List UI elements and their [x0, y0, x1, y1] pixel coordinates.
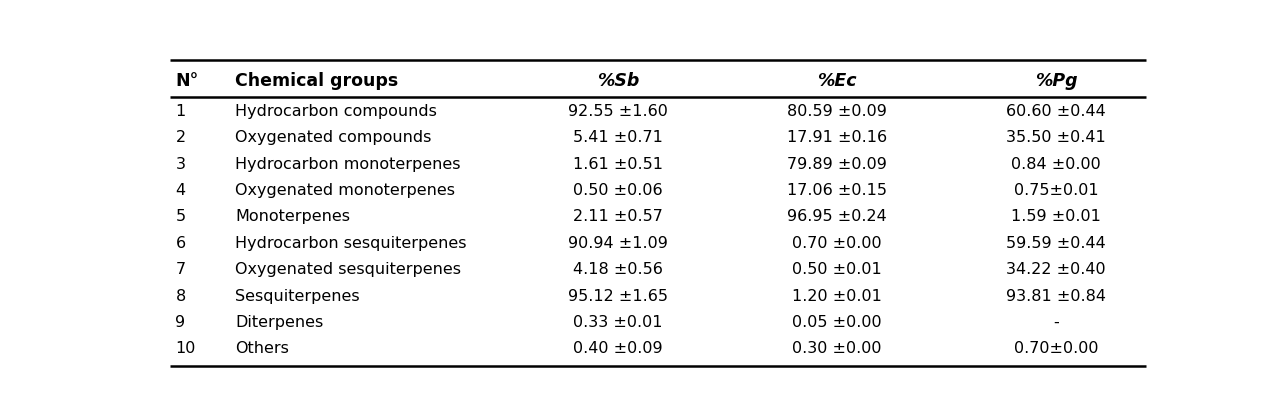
Text: 0.30 ±0.00: 0.30 ±0.00 — [792, 342, 882, 357]
Text: 79.89 ±0.09: 79.89 ±0.09 — [787, 157, 887, 172]
Text: 17.06 ±0.15: 17.06 ±0.15 — [787, 183, 887, 198]
Text: %Sb: %Sb — [597, 72, 639, 90]
Text: 0.33 ±0.01: 0.33 ±0.01 — [574, 315, 663, 330]
Text: 0.75±0.01: 0.75±0.01 — [1014, 183, 1098, 198]
Text: 1.59 ±0.01: 1.59 ±0.01 — [1012, 209, 1100, 224]
Text: 5.41 ±0.71: 5.41 ±0.71 — [574, 130, 663, 145]
Text: Sesquiterpenes: Sesquiterpenes — [235, 288, 360, 303]
Text: 9: 9 — [176, 315, 186, 330]
Text: 3: 3 — [176, 157, 185, 172]
Text: 8: 8 — [176, 288, 186, 303]
Text: 5: 5 — [176, 209, 186, 224]
Text: 95.12 ±1.65: 95.12 ±1.65 — [569, 288, 668, 303]
Text: N°: N° — [176, 72, 199, 90]
Text: 7: 7 — [176, 262, 186, 277]
Text: 59.59 ±0.44: 59.59 ±0.44 — [1007, 236, 1106, 251]
Text: 80.59 ±0.09: 80.59 ±0.09 — [787, 104, 887, 119]
Text: 0.40 ±0.09: 0.40 ±0.09 — [574, 342, 663, 357]
Text: Hydrocarbon compounds: Hydrocarbon compounds — [235, 104, 437, 119]
Text: Oxygenated compounds: Oxygenated compounds — [235, 130, 431, 145]
Text: 0.70 ±0.00: 0.70 ±0.00 — [792, 236, 882, 251]
Text: 0.84 ±0.00: 0.84 ±0.00 — [1012, 157, 1100, 172]
Text: 10: 10 — [176, 342, 195, 357]
Text: %Pg: %Pg — [1035, 72, 1077, 90]
Text: 6: 6 — [176, 236, 186, 251]
Text: 60.60 ±0.44: 60.60 ±0.44 — [1007, 104, 1106, 119]
Text: Chemical groups: Chemical groups — [235, 72, 398, 90]
Text: 1: 1 — [176, 104, 186, 119]
Text: 0.05 ±0.00: 0.05 ±0.00 — [792, 315, 882, 330]
Text: Hydrocarbon sesquiterpenes: Hydrocarbon sesquiterpenes — [235, 236, 466, 251]
Text: 96.95 ±0.24: 96.95 ±0.24 — [787, 209, 887, 224]
Text: Oxygenated sesquiterpenes: Oxygenated sesquiterpenes — [235, 262, 461, 277]
Text: 2: 2 — [176, 130, 186, 145]
Text: 90.94 ±1.09: 90.94 ±1.09 — [569, 236, 668, 251]
Text: 4: 4 — [176, 183, 186, 198]
Text: Oxygenated monoterpenes: Oxygenated monoterpenes — [235, 183, 455, 198]
Text: 93.81 ±0.84: 93.81 ±0.84 — [1007, 288, 1106, 303]
Text: 0.50 ±0.06: 0.50 ±0.06 — [574, 183, 663, 198]
Text: Diterpenes: Diterpenes — [235, 315, 324, 330]
Text: -: - — [1053, 315, 1059, 330]
Text: 2.11 ±0.57: 2.11 ±0.57 — [574, 209, 663, 224]
Text: 92.55 ±1.60: 92.55 ±1.60 — [569, 104, 668, 119]
Text: 1.20 ±0.01: 1.20 ±0.01 — [792, 288, 882, 303]
Text: Others: Others — [235, 342, 289, 357]
Text: 17.91 ±0.16: 17.91 ±0.16 — [787, 130, 887, 145]
Text: 0.50 ±0.01: 0.50 ±0.01 — [792, 262, 882, 277]
Text: 0.70±0.00: 0.70±0.00 — [1014, 342, 1098, 357]
Text: 35.50 ±0.41: 35.50 ±0.41 — [1007, 130, 1106, 145]
Text: Hydrocarbon monoterpenes: Hydrocarbon monoterpenes — [235, 157, 461, 172]
Text: 1.61 ±0.51: 1.61 ±0.51 — [573, 157, 664, 172]
Text: 34.22 ±0.40: 34.22 ±0.40 — [1007, 262, 1106, 277]
Text: %Ec: %Ec — [818, 72, 856, 90]
Text: Monoterpenes: Monoterpenes — [235, 209, 351, 224]
Text: 4.18 ±0.56: 4.18 ±0.56 — [574, 262, 663, 277]
